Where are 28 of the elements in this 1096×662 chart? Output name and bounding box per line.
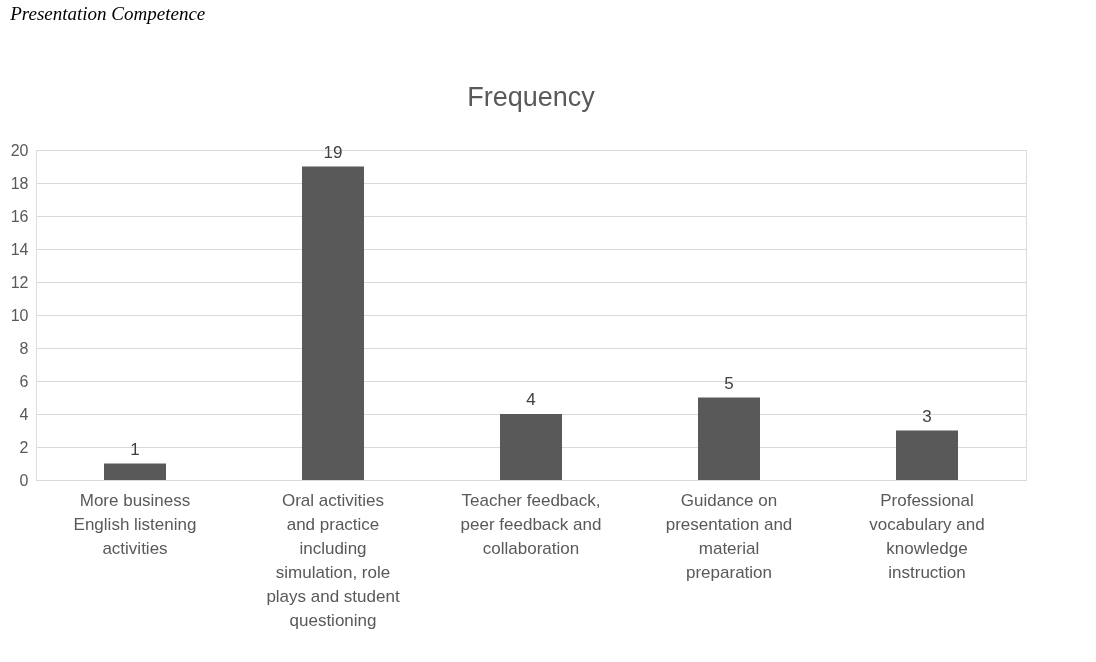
y-tick-label: 14 <box>10 240 29 258</box>
data-label: 4 <box>526 390 536 409</box>
chart-title: Frequency <box>467 82 596 112</box>
x-tick-label: More business English listening activities <box>73 490 197 558</box>
x-tick-label: Teacher feedback, peer feedback and collaboration <box>460 490 602 558</box>
bar <box>698 397 760 480</box>
y-tick-label: 4 <box>19 405 29 423</box>
y-tick-label: 18 <box>10 174 29 192</box>
y-tick-label: 0 <box>19 471 29 489</box>
y-tick-label: 16 <box>10 207 29 225</box>
y-tick-label: 8 <box>19 339 29 357</box>
x-tick-label: Guidance on presentation and material preparation <box>665 490 793 582</box>
y-tick-label: 10 <box>10 306 29 324</box>
x-tick-label: Professional vocabulary and knowledge instruction <box>869 490 985 582</box>
data-label: 3 <box>922 406 932 426</box>
y-tick-label: 6 <box>19 372 29 390</box>
data-label: 5 <box>724 373 734 393</box>
y-tick-label: 20 <box>10 141 29 159</box>
bar <box>302 166 364 480</box>
text: Presentation Competence <box>9 3 206 24</box>
bar <box>104 463 166 480</box>
data-label: 19 <box>323 142 343 162</box>
y-tick-label: 12 <box>10 273 29 291</box>
bar <box>500 414 562 480</box>
bar <box>896 430 958 480</box>
data-label: 1 <box>130 439 140 459</box>
y-tick-label: 2 <box>19 438 29 456</box>
x-tick-label: Oral activities and practice including simulation, role plays and student questioning <box>266 490 400 630</box>
